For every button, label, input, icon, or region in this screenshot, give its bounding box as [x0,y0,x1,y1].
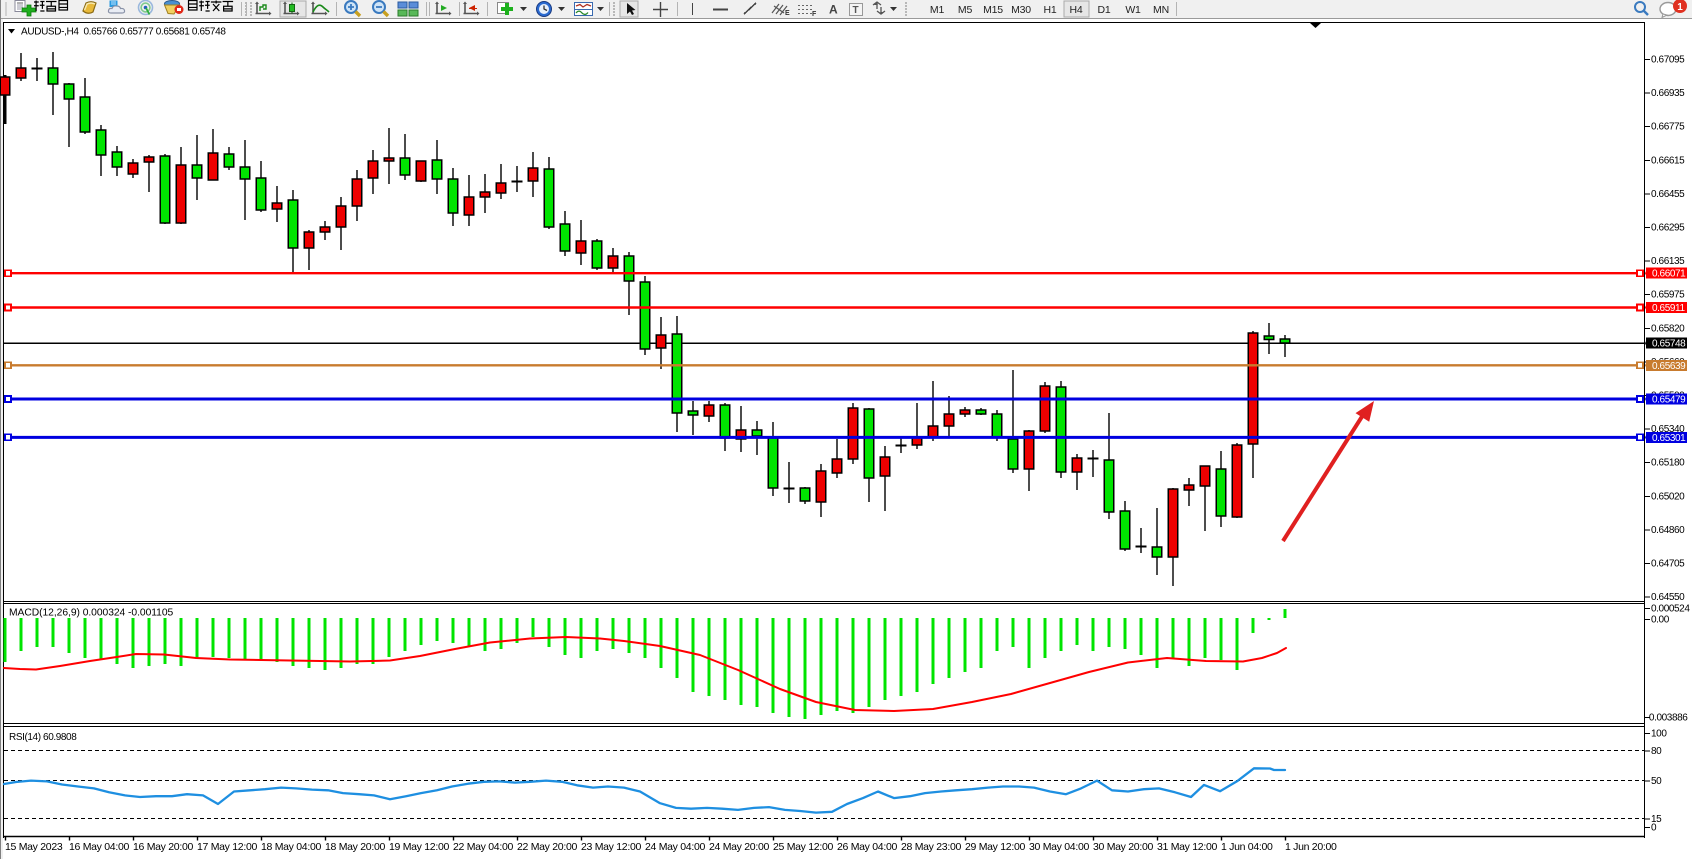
svg-text:31 May 12:00: 31 May 12:00 [1157,841,1217,853]
svg-text:A: A [829,3,838,17]
svg-text:0.64860: 0.64860 [1651,525,1685,536]
svg-text:22 May 04:00: 22 May 04:00 [453,841,513,853]
svg-text:H1: H1 [1043,4,1056,16]
svg-text:30 May 20:00: 30 May 20:00 [1093,841,1153,853]
svg-text:17 May 12:00: 17 May 12:00 [197,841,257,853]
svg-text:0.65639: 0.65639 [1652,361,1686,372]
svg-text:19 May 12:00: 19 May 12:00 [389,841,449,853]
svg-text:26 May 04:00: 26 May 04:00 [837,841,897,853]
svg-text:M30: M30 [1011,4,1031,16]
svg-text:-0.003886: -0.003886 [1646,713,1688,724]
svg-text:0.65340: 0.65340 [1651,424,1685,435]
svg-text:23 May 12:00: 23 May 12:00 [581,841,641,853]
svg-text:100: 100 [1651,729,1667,740]
svg-text:16 May 20:00: 16 May 20:00 [133,841,193,853]
svg-text:0.64705: 0.64705 [1651,559,1685,570]
svg-text:28 May 23:00: 28 May 23:00 [901,841,961,853]
svg-text:0.65301: 0.65301 [1652,433,1686,444]
svg-text:15: 15 [1651,814,1662,825]
svg-text:0.65748: 0.65748 [1652,339,1686,350]
svg-text:0.65020: 0.65020 [1651,491,1685,502]
svg-text:0.66455: 0.66455 [1651,189,1685,200]
svg-text:0.66135: 0.66135 [1651,256,1685,267]
svg-text:D1: D1 [1097,4,1110,16]
svg-text:1: 1 [1677,2,1683,13]
svg-text:M5: M5 [958,4,973,16]
svg-text:0.000524: 0.000524 [1651,604,1690,615]
svg-text:0.66615: 0.66615 [1651,155,1685,166]
svg-text:M15: M15 [983,4,1003,16]
svg-text:1 Jun 20:00: 1 Jun 20:00 [1285,841,1337,853]
svg-text:30 May 04:00: 30 May 04:00 [1029,841,1089,853]
svg-text:29 May 12:00: 29 May 12:00 [965,841,1025,853]
svg-text:MN: MN [1153,4,1169,16]
svg-text:22 May 20:00: 22 May 20:00 [517,841,577,853]
svg-text:0.64550: 0.64550 [1651,592,1685,603]
svg-text:0.65911: 0.65911 [1652,303,1685,314]
svg-text:0: 0 [1651,823,1657,834]
svg-text:16 May 04:00: 16 May 04:00 [69,841,129,853]
svg-text:18 May 20:00: 18 May 20:00 [325,841,385,853]
svg-text:T: T [853,5,859,16]
svg-text:0.65820: 0.65820 [1651,323,1685,334]
svg-text:24 May 20:00: 24 May 20:00 [709,841,769,853]
svg-text:0.66935: 0.66935 [1651,88,1685,99]
svg-text:0.65479: 0.65479 [1652,395,1686,406]
svg-text:18 May 04:00: 18 May 04:00 [261,841,321,853]
svg-text:AUDUSD-,H4 0.65766 0.65777 0.: AUDUSD-,H4 0.65766 0.65777 0.65681 0.657… [21,27,226,38]
svg-text:E: E [785,10,790,17]
svg-text:24 May 04:00: 24 May 04:00 [645,841,705,853]
svg-text:W1: W1 [1125,4,1141,16]
svg-text:H4: H4 [1069,4,1082,16]
svg-text:15 May 2023: 15 May 2023 [5,841,63,853]
svg-text:0.66071: 0.66071 [1652,269,1686,280]
svg-text:0.66295: 0.66295 [1651,223,1685,234]
svg-text:0.67095: 0.67095 [1651,55,1685,66]
svg-text:80: 80 [1651,746,1662,757]
svg-text:0.65180: 0.65180 [1651,458,1685,469]
svg-text:1 Jun 04:00: 1 Jun 04:00 [1221,841,1273,853]
svg-text:50: 50 [1651,776,1662,787]
svg-text:RSI(14) 60.9808: RSI(14) 60.9808 [9,732,77,743]
svg-text:25 May 12:00: 25 May 12:00 [773,841,833,853]
svg-text:MACD(12,26,9) 0.000324 -0.0011: MACD(12,26,9) 0.000324 -0.001105 [9,608,174,619]
svg-text:M1: M1 [930,4,945,16]
svg-text:F: F [812,11,817,18]
svg-text:0.65975: 0.65975 [1651,290,1685,301]
svg-text:0.66775: 0.66775 [1651,122,1685,133]
svg-text:0.00: 0.00 [1651,615,1670,626]
